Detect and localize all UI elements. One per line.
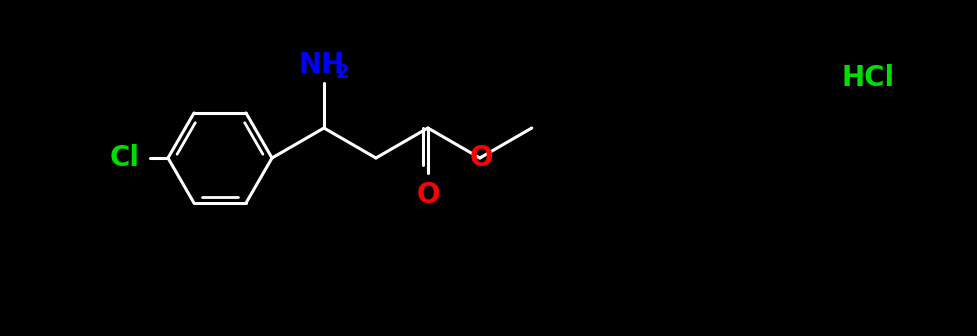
Text: O: O xyxy=(416,181,440,209)
Text: Cl: Cl xyxy=(110,144,140,172)
Text: O: O xyxy=(470,144,493,172)
Text: NH: NH xyxy=(299,51,345,79)
Text: HCl: HCl xyxy=(841,64,895,92)
Text: 2: 2 xyxy=(335,63,349,82)
